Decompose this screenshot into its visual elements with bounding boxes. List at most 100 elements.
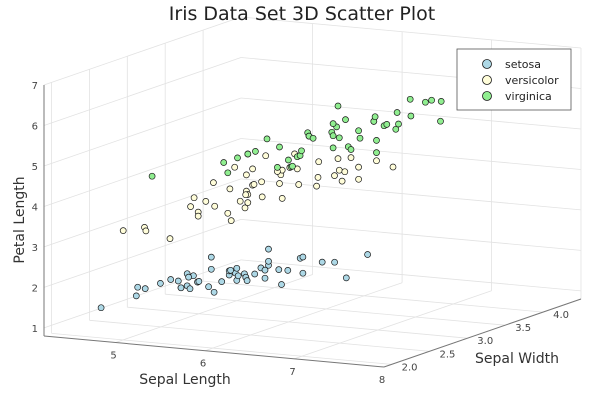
point-versicolor [243, 171, 250, 179]
point-versicolor [278, 195, 286, 202]
point-setosa [227, 266, 234, 274]
point-setosa [364, 251, 371, 258]
point-versicolor [249, 165, 256, 173]
point-virginica [393, 109, 401, 116]
grid-line [204, 282, 403, 352]
grid-line [165, 293, 506, 326]
grid-line [51, 333, 392, 365]
point-versicolor [276, 180, 283, 187]
grid-line [240, 259, 582, 292]
point-versicolor [187, 203, 194, 210]
point-versicolor [295, 181, 303, 188]
point-virginica [356, 134, 364, 142]
point-setosa [243, 277, 251, 284]
grid-line [43, 178, 242, 248]
legend-marker-setosa [482, 59, 492, 69]
point-virginica [285, 156, 292, 164]
y-tick-label: 3.0 [477, 336, 493, 347]
z-tick-label: 1 [32, 324, 38, 335]
y-tick-label: 3.5 [515, 323, 531, 334]
point-versicolor [226, 185, 234, 193]
legend-label-setosa: setosa [505, 58, 541, 71]
point-versicolor [241, 204, 249, 212]
point-virginica [329, 120, 337, 127]
point-setosa [234, 272, 242, 280]
point-versicolor [315, 158, 323, 166]
point-versicolor [355, 175, 362, 183]
point-virginica [234, 154, 241, 162]
point-versicolor [210, 179, 217, 186]
legend-label-versicolor: versicolor [505, 74, 559, 87]
z-axis-label: Petal Length [12, 176, 28, 263]
point-versicolor [244, 199, 252, 206]
point-virginica [244, 150, 252, 158]
point-virginica [395, 120, 402, 128]
point-setosa [97, 304, 105, 312]
x-tick-label: 5 [110, 351, 116, 362]
point-setosa [207, 253, 215, 261]
point-virginica [407, 112, 415, 120]
point-versicolor [250, 181, 258, 188]
point-setosa [318, 258, 326, 266]
point-setosa [207, 265, 215, 273]
grid-line [203, 280, 544, 313]
grid-line [43, 219, 242, 288]
point-versicolor [194, 212, 202, 220]
point-virginica [347, 146, 355, 153]
point-setosa [218, 278, 226, 285]
point-versicolor [258, 178, 265, 186]
z-tick-label: 2 [32, 283, 38, 294]
y-tick-label: 2.5 [440, 349, 456, 360]
legend-marker-virginica [482, 91, 492, 101]
point-setosa [141, 285, 149, 292]
point-setosa [261, 266, 269, 274]
point-versicolor [373, 157, 380, 165]
point-versicolor [313, 182, 320, 190]
chart-title: Iris Data Set 3D Scatter Plot [169, 3, 435, 25]
point-setosa [278, 281, 285, 288]
point-virginica [329, 132, 337, 140]
point-virginica [298, 147, 305, 155]
point-virginica [335, 134, 343, 142]
point-virginica [383, 121, 391, 128]
y-tick-label: 2.0 [402, 362, 418, 373]
point-virginica [406, 95, 414, 103]
z-tick-label: 6 [32, 122, 38, 133]
point-setosa [210, 288, 218, 296]
grid-line [240, 178, 582, 211]
point-setosa [299, 269, 307, 277]
point-versicolor [166, 235, 174, 242]
point-versicolor [355, 163, 362, 171]
point-versicolor [227, 217, 235, 224]
point-virginica [274, 164, 281, 171]
grid-line [294, 290, 492, 360]
x-tick-label: 8 [379, 375, 385, 386]
point-setosa [265, 257, 272, 265]
point-versicolor [334, 155, 342, 162]
tick-layer: 5 6 7 8 2.0 2.5 3.0 3.5 4.0 1 2 3 4 5 6 7 [32, 81, 569, 386]
point-versicolor [231, 163, 239, 171]
point-virginica [252, 148, 259, 155]
point-setosa [157, 280, 164, 287]
point-setosa [174, 277, 182, 285]
x-tick-label: 6 [200, 359, 206, 370]
x-tick-label: 7 [289, 367, 295, 378]
point-virginica [148, 172, 156, 180]
point-versicolor [211, 202, 219, 210]
grid-line [43, 259, 242, 329]
grid-layer [43, 16, 582, 368]
point-setosa [261, 274, 269, 282]
y-axis-label: Sepal Width [475, 351, 559, 367]
point-setosa [284, 267, 292, 274]
point-versicolor [190, 194, 198, 202]
point-setosa [342, 274, 350, 282]
z-tick-label: 5 [32, 162, 38, 173]
grid-line [240, 16, 582, 49]
point-versicolor [331, 172, 338, 179]
point-setosa [265, 245, 272, 253]
point-versicolor [347, 154, 355, 161]
x-axis-line [43, 335, 385, 368]
grid-line [43, 16, 242, 86]
point-virginica [220, 159, 228, 166]
point-virginica [342, 116, 349, 123]
